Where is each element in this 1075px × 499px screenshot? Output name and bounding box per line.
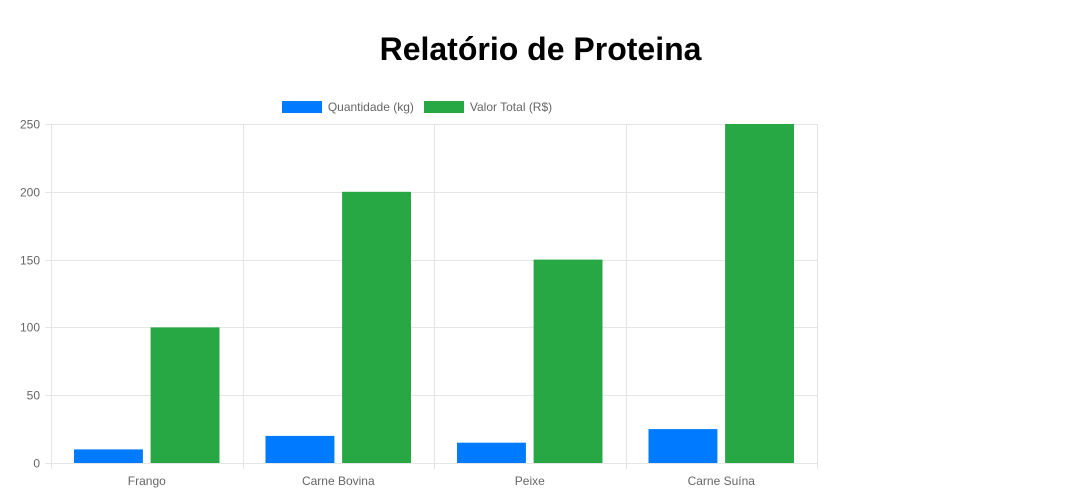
bar-value bbox=[725, 124, 794, 463]
y-tick-label: 50 bbox=[27, 389, 41, 403]
y-tick-label: 100 bbox=[20, 321, 40, 335]
bar-quantity bbox=[457, 442, 526, 463]
legend-item-value[interactable]: Valor Total (R$) bbox=[423, 100, 553, 114]
bar-quantity bbox=[74, 449, 143, 463]
legend-item-quantity[interactable]: Quantidade (kg) bbox=[281, 100, 414, 114]
x-tick-label: Carne Bovina bbox=[302, 474, 375, 488]
chart-legend: Quantidade (kg) Valor Total (R$) bbox=[0, 100, 834, 114]
page-title: Relatório de Proteina bbox=[379, 31, 702, 67]
bar-value bbox=[150, 327, 220, 463]
bar-value bbox=[342, 191, 411, 464]
bar-quantity bbox=[648, 429, 718, 463]
y-tick-label: 150 bbox=[20, 254, 40, 268]
legend-swatch-value bbox=[423, 101, 464, 113]
x-tick-label: Carne Suína bbox=[688, 474, 756, 488]
x-tick-label: Frango bbox=[128, 474, 166, 488]
x-tick-label: Peixe bbox=[515, 474, 545, 488]
legend-label-value: Valor Total (R$) bbox=[469, 100, 553, 114]
legend-label-quantity: Quantidade (kg) bbox=[327, 100, 414, 114]
bar-quantity bbox=[265, 435, 335, 463]
legend-swatch-quantity bbox=[281, 101, 322, 113]
y-tick-label: 200 bbox=[20, 186, 40, 200]
y-tick-label: 0 bbox=[33, 457, 40, 471]
y-tick-label: 250 bbox=[20, 118, 40, 132]
bar-value bbox=[533, 259, 603, 463]
